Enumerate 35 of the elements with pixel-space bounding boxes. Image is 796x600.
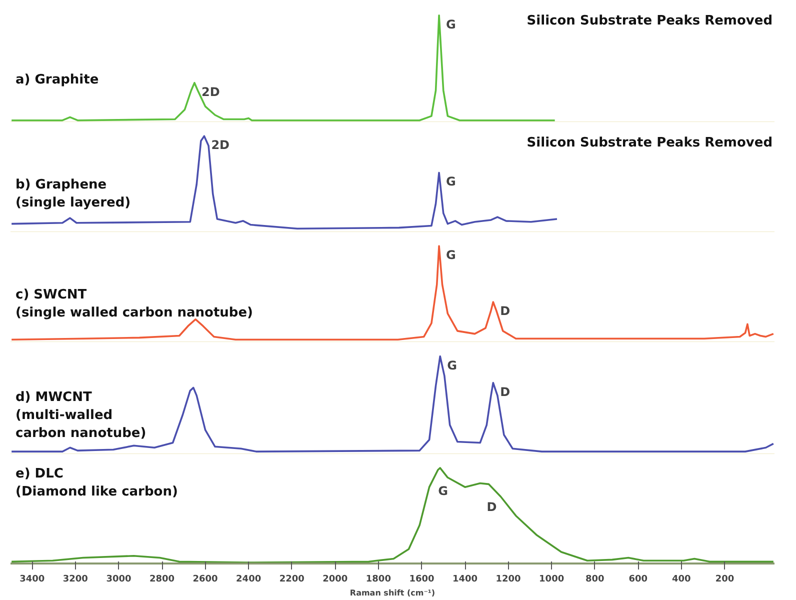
x-tick-label: 2400 bbox=[236, 574, 262, 584]
text: e) DLC (Diamond like carbon) bbox=[16, 466, 178, 500]
annotation: G bbox=[446, 248, 456, 262]
annotation: G bbox=[446, 174, 456, 189]
annotation: 2D bbox=[211, 138, 230, 152]
annotation: Silicon Substrate Peaks Removed bbox=[526, 14, 773, 28]
annotation: D bbox=[486, 500, 497, 514]
x-tick-label: 3200 bbox=[62, 574, 88, 584]
text: a) Graphite bbox=[16, 72, 99, 88]
series-label: d) MWCNT (multi-walled carbon nanotube) bbox=[16, 390, 146, 441]
x-tick-label: 1600 bbox=[409, 574, 434, 584]
x-tick-label: 3000 bbox=[106, 574, 132, 584]
x-tick-label: 2800 bbox=[149, 574, 175, 584]
annotation: 2D bbox=[201, 84, 220, 99]
series-label: c) SWCNT (single walled carbon nanotube) bbox=[16, 288, 253, 320]
annotation: D bbox=[500, 304, 510, 318]
x-axis-title: Raman shift (cm⁻¹) bbox=[350, 588, 436, 598]
x-tick-label: 3400 bbox=[20, 574, 45, 584]
x-tick-label: 2200 bbox=[279, 574, 304, 584]
x-tick-label: 1800 bbox=[366, 574, 391, 584]
annotation: G bbox=[447, 358, 457, 372]
annotation: G bbox=[438, 484, 448, 498]
x-tick-label: 200 bbox=[715, 574, 734, 584]
x-tick-label: 800 bbox=[585, 574, 604, 584]
x-tick-label: 2000 bbox=[322, 574, 348, 584]
x-tick-label: 1400 bbox=[452, 574, 478, 584]
annotation: Silicon Substrate Peaks Removed bbox=[526, 136, 773, 150]
x-tick-label: 2600 bbox=[192, 574, 218, 584]
x-tick-label: 600 bbox=[628, 574, 648, 584]
x-tick-label: 1200 bbox=[496, 574, 521, 584]
x-tick-label: 400 bbox=[672, 574, 691, 584]
x-tick-label: 1000 bbox=[539, 574, 564, 584]
series-label: b) Graphene (single layered) bbox=[16, 178, 131, 210]
annotation: G bbox=[446, 17, 456, 32]
annotation: D bbox=[500, 384, 510, 399]
